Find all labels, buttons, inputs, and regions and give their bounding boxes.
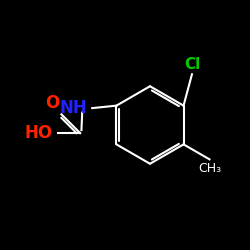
Text: Cl: Cl (184, 57, 200, 72)
Text: CH₃: CH₃ (198, 162, 221, 175)
Text: O: O (45, 94, 59, 112)
Text: HO: HO (24, 124, 53, 142)
Text: NH: NH (60, 99, 88, 117)
